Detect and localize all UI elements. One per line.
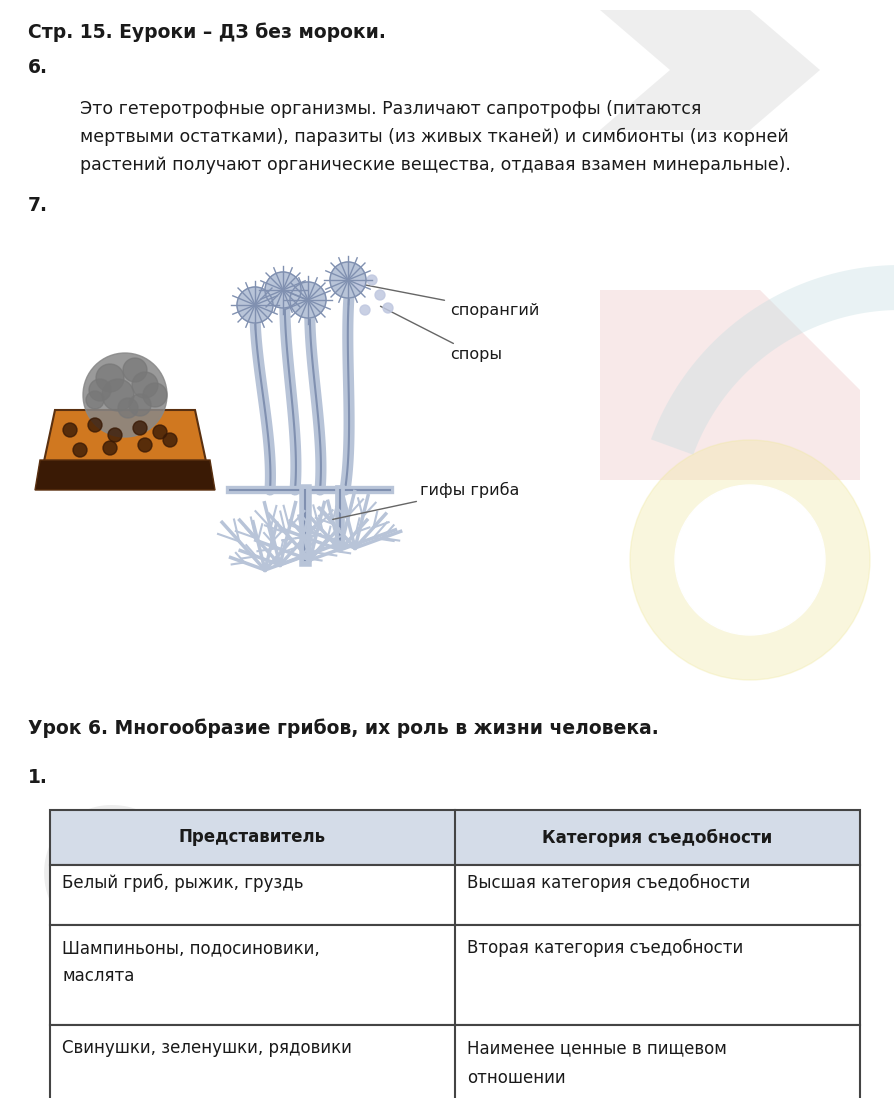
Text: Урок 6. Многообразие грибов, их роль в жизни человека.: Урок 6. Многообразие грибов, их роль в ж…: [28, 718, 659, 738]
Circle shape: [367, 274, 377, 285]
Text: мертвыми остатками), паразиты (из живых тканей) и симбионты (из корней: мертвыми остатками), паразиты (из живых …: [80, 128, 789, 146]
Text: споры: споры: [381, 306, 502, 362]
FancyBboxPatch shape: [50, 810, 860, 865]
Circle shape: [123, 358, 147, 382]
Circle shape: [108, 428, 122, 442]
FancyBboxPatch shape: [50, 925, 860, 1026]
Circle shape: [138, 438, 152, 452]
Circle shape: [375, 290, 385, 300]
Circle shape: [102, 379, 134, 411]
Polygon shape: [35, 460, 215, 490]
Circle shape: [330, 262, 366, 298]
Text: 1.: 1.: [28, 768, 48, 787]
Text: Это гетеротрофные организмы. Различают сапротрофы (питаются: Это гетеротрофные организмы. Различают с…: [80, 100, 702, 117]
Text: Представитель: Представитель: [179, 829, 326, 847]
Text: Стр. 15. Еуроки – ДЗ без мороки.: Стр. 15. Еуроки – ДЗ без мороки.: [28, 22, 386, 42]
Polygon shape: [600, 10, 820, 130]
Text: спорангий: спорангий: [353, 282, 539, 317]
Circle shape: [103, 441, 117, 455]
Circle shape: [132, 372, 158, 397]
Polygon shape: [651, 265, 894, 455]
Circle shape: [237, 287, 273, 323]
Polygon shape: [600, 290, 860, 480]
Circle shape: [73, 442, 87, 457]
Circle shape: [383, 303, 393, 313]
Circle shape: [118, 397, 138, 418]
Circle shape: [355, 280, 365, 290]
Text: Шампиньоны, подосиновики,: Шампиньоны, подосиновики,: [62, 939, 320, 957]
Text: Свинушки, зеленушки, рядовики: Свинушки, зеленушки, рядовики: [62, 1039, 352, 1057]
Circle shape: [129, 394, 151, 416]
Text: растений получают органические вещества, отдавая взамен минеральные).: растений получают органические вещества,…: [80, 156, 791, 173]
Text: Наименее ценные в пищевом: Наименее ценные в пищевом: [467, 1039, 727, 1057]
Circle shape: [63, 423, 77, 437]
Circle shape: [143, 383, 167, 407]
Polygon shape: [200, 981, 550, 1098]
Text: Вторая категория съедобности: Вторая категория съедобности: [467, 939, 743, 957]
Circle shape: [163, 433, 177, 447]
FancyBboxPatch shape: [50, 865, 860, 925]
Circle shape: [360, 305, 370, 315]
Circle shape: [630, 440, 870, 680]
Text: @: @: [34, 795, 187, 944]
Text: гифы гриба: гифы гриба: [333, 482, 519, 519]
Text: маслята: маслята: [62, 967, 134, 985]
Circle shape: [290, 282, 326, 318]
Text: 6.: 6.: [28, 58, 48, 77]
FancyBboxPatch shape: [50, 1026, 860, 1098]
Circle shape: [133, 421, 147, 435]
Text: Категория съедобности: Категория съедобности: [543, 828, 772, 847]
Circle shape: [96, 365, 124, 392]
Polygon shape: [40, 410, 210, 480]
Circle shape: [83, 352, 167, 437]
Text: 7.: 7.: [28, 197, 48, 215]
Circle shape: [86, 391, 104, 408]
Circle shape: [153, 425, 167, 439]
Polygon shape: [640, 870, 820, 990]
Circle shape: [675, 485, 825, 635]
Circle shape: [89, 379, 111, 401]
Circle shape: [265, 272, 301, 309]
Circle shape: [88, 418, 102, 432]
Text: отношении: отношении: [467, 1069, 566, 1087]
Text: Высшая категория съедобности: Высшая категория съедобности: [467, 874, 750, 892]
Text: Белый гриб, рыжик, груздь: Белый гриб, рыжик, груздь: [62, 874, 303, 892]
